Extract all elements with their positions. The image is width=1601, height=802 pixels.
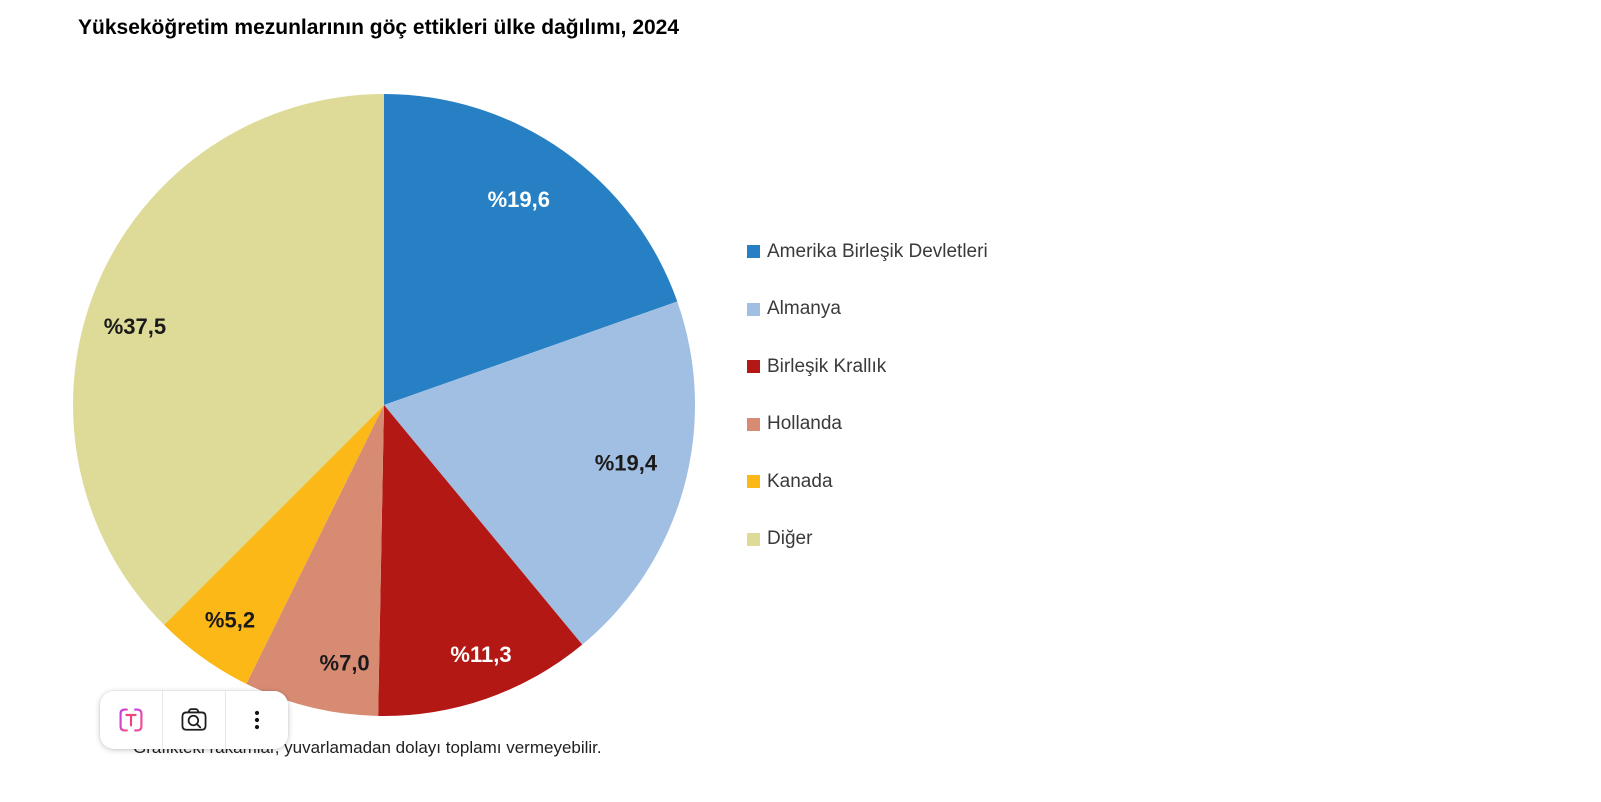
pie-slice-birle-ik-krall-k[interactable] <box>378 405 583 716</box>
legend-swatch <box>747 360 760 373</box>
pie-slice-value-label: %37,5 <box>104 314 166 339</box>
pie-slice-di-er[interactable] <box>73 94 384 625</box>
chart-legend: Amerika Birleşik Devletleri Almanya Birl… <box>747 241 988 586</box>
legend-item-almanya[interactable]: Almanya <box>747 298 988 320</box>
pie-slice-kanada[interactable] <box>164 405 384 684</box>
pie-slice-amerika-birle-ik-devletleri[interactable] <box>384 94 678 405</box>
visual-search-button[interactable] <box>162 691 225 749</box>
pie-slice-value-label: %7,0 <box>320 651 370 676</box>
text-select-icon <box>119 708 143 732</box>
pie-chart: %19,6 %19,4 %11,3 %7,0 %5,2 %37,5 <box>73 94 696 716</box>
legend-item-birlesik-krallik[interactable]: Birleşik Krallık <box>747 356 988 377</box>
legend-label: Diğer <box>767 528 813 549</box>
floating-toolbar <box>100 691 288 749</box>
legend-label: Amerika Birleşik Devletleri <box>767 240 988 262</box>
legend-label: Hollanda <box>767 413 842 434</box>
legend-label: Birleşik Krallık <box>767 355 887 377</box>
kebab-menu-icon <box>254 710 260 730</box>
text-select-button[interactable] <box>100 691 162 749</box>
more-options-button[interactable] <box>225 691 288 749</box>
legend-label: Kanada <box>767 470 833 492</box>
legend-swatch <box>747 245 760 258</box>
visual-search-camera-icon <box>181 708 207 731</box>
legend-item-diger[interactable]: Diğer <box>747 528 988 550</box>
pie-slice-value-label: %19,6 <box>488 187 550 212</box>
legend-swatch <box>747 302 760 316</box>
pie-slice-hollanda[interactable] <box>246 405 384 716</box>
chart-title: Yükseköğretim mezunlarının göç ettikleri… <box>78 16 680 39</box>
pie-slice-value-label: %11,3 <box>450 642 511 667</box>
legend-swatch <box>747 532 760 546</box>
pie-slice-value-label: %5,2 <box>205 607 255 632</box>
legend-swatch <box>747 475 760 488</box>
legend-item-hollanda[interactable]: Hollanda <box>747 413 988 435</box>
legend-item-kanada[interactable]: Kanada <box>747 471 988 492</box>
legend-label: Almanya <box>767 298 841 319</box>
legend-swatch <box>747 417 760 431</box>
legend-item-amerika-birlesik-devletleri[interactable]: Amerika Birleşik Devletleri <box>747 241 988 262</box>
pie-slice-value-label: %19,4 <box>595 451 658 476</box>
pie-slice-almanya[interactable] <box>384 301 696 645</box>
